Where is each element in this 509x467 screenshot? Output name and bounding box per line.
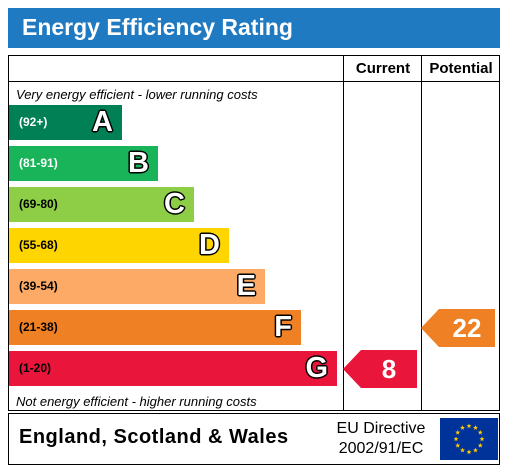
band-g: (1-20) G [9, 351, 337, 386]
eu-star-icon [473, 425, 478, 430]
chart-title: Energy Efficiency Rating [22, 14, 293, 40]
band-c-letter: C [164, 188, 185, 220]
rating-table: Current Potential [8, 55, 500, 411]
eu-star-icon [477, 429, 483, 435]
current-rating-arrow: 8 [343, 349, 417, 388]
current-rating-arrow-shape [343, 349, 417, 388]
band-g-letter: G [305, 352, 328, 384]
band-b: (81-91) B [9, 146, 158, 181]
eu-star-icon [453, 436, 459, 442]
band-g-range: (1-20) [19, 361, 52, 375]
top-note: Very energy efficient - lower running co… [16, 87, 258, 102]
band-f-range: (21-38) [19, 320, 58, 334]
band-e-range: (39-54) [19, 279, 58, 293]
potential-column-divider [421, 56, 422, 410]
band-a-letter: A [92, 106, 113, 138]
band-e-letter: E [236, 270, 256, 302]
eu-star-icon [455, 442, 461, 448]
eu-star-icon [460, 447, 465, 453]
band-d-range: (55-68) [19, 238, 58, 252]
country-label: England, Scotland & Wales [19, 426, 289, 448]
band-a: (92+) A [9, 105, 122, 140]
eu-star-icon [466, 423, 472, 429]
eu-star-icon [455, 429, 461, 435]
potential-rating-arrow: 22 [421, 308, 495, 347]
eu-star-icon [479, 436, 485, 442]
potential-column-header: Potential [429, 60, 493, 77]
band-b-letter: B [128, 147, 149, 179]
band-a-range: (92+) [19, 115, 48, 129]
footer: England, Scotland & Wales EU Directive 2… [8, 413, 500, 465]
band-d-letter: D [199, 229, 220, 261]
directive-line1: EU Directive [336, 420, 426, 437]
eu-star-icon [477, 442, 483, 448]
bottom-note: Not energy efficient - higher running co… [16, 394, 257, 409]
eu-star-icon [466, 449, 472, 455]
band-c-range: (69-80) [19, 197, 58, 211]
band-f-letter: F [274, 311, 292, 343]
eu-star-icon [460, 425, 465, 430]
band-d: (55-68) D [9, 228, 229, 263]
eu-star-icon [473, 447, 478, 453]
potential-rating-value: 22 [452, 312, 482, 343]
band-f: (21-38) F [9, 310, 301, 345]
header-divider [9, 81, 499, 82]
current-column-header: Current [355, 60, 411, 77]
band-c: (69-80) C [9, 187, 194, 222]
eu-flag-icon [440, 418, 498, 460]
potential-rating-arrow-shape [421, 308, 495, 347]
current-column-divider [343, 56, 344, 410]
band-b-range: (81-91) [19, 156, 58, 170]
current-rating-value: 8 [381, 353, 397, 384]
band-e: (39-54) E [9, 269, 265, 304]
directive-line2: 2002/91/EC [338, 440, 424, 457]
title-bar: Energy Efficiency Rating [8, 8, 500, 48]
